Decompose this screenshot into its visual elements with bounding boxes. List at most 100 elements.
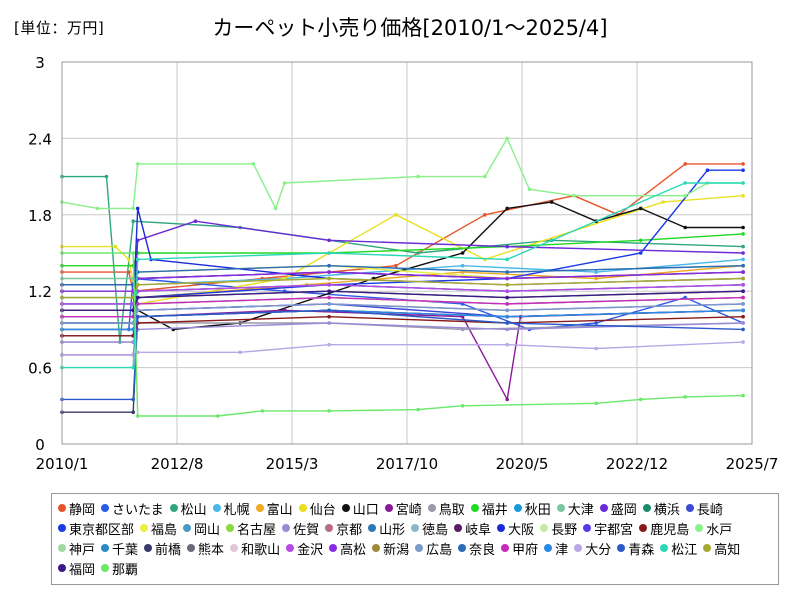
legend-marker (101, 504, 110, 512)
data-point (741, 251, 745, 255)
data-point (741, 321, 745, 325)
series-高知 (60, 276, 745, 300)
legend-item: 徳島 (411, 518, 448, 538)
data-point (460, 251, 465, 255)
legend-label: 奈良 (469, 542, 496, 558)
data-point (127, 257, 131, 262)
legend-marker (540, 524, 549, 532)
legend-label: 盛岡 (610, 502, 637, 518)
legend-marker (341, 504, 350, 512)
data-point (104, 174, 109, 179)
data-point (251, 162, 256, 166)
legend-item: 津 (544, 538, 568, 558)
data-point (505, 244, 510, 249)
data-point (505, 283, 510, 287)
legend-item: 秋田 (513, 498, 551, 518)
legend-marker (583, 524, 592, 532)
legend-marker (144, 544, 153, 552)
data-point (282, 181, 287, 185)
legend-marker (470, 504, 479, 512)
x-tick-label: 2010/1 (36, 455, 89, 473)
legend-marker (58, 524, 66, 532)
legend-label: 佐賀 (293, 522, 320, 538)
data-point (135, 162, 140, 166)
legend-marker (556, 504, 565, 512)
data-point (273, 206, 278, 211)
series-松山 (60, 174, 745, 344)
series-甲府 (60, 295, 745, 319)
legend-item: 山形 (368, 518, 405, 538)
series-layer (60, 136, 745, 418)
data-point (594, 346, 598, 351)
legend-marker (212, 504, 221, 512)
data-point (683, 162, 687, 166)
legend-label: 金沢 (297, 542, 324, 558)
series-広島 (60, 302, 745, 325)
series-奈良 (60, 263, 745, 287)
data-point (131, 397, 135, 402)
data-point (549, 200, 554, 204)
legend-item: 甲府 (501, 538, 538, 558)
legend-item: 宇都宮 (583, 518, 633, 538)
legend-marker (140, 524, 149, 532)
data-point (327, 289, 331, 294)
y-tick-label: 3 (35, 54, 45, 72)
y-tick-label: 2.4 (28, 130, 52, 148)
data-point (527, 187, 532, 192)
legend-label: 高知 (714, 542, 741, 558)
legend-label: 岡山 (194, 522, 221, 538)
legend-marker (298, 504, 307, 512)
legend-marker (101, 544, 110, 552)
legend-item: 金沢 (286, 538, 323, 558)
series-山口 (60, 200, 745, 332)
legend-marker (454, 524, 463, 532)
data-point (741, 295, 745, 300)
y-tick-label: 1.2 (28, 283, 52, 301)
legend-marker (169, 504, 178, 512)
series-line (62, 341, 744, 356)
data-point (327, 251, 331, 255)
data-point (135, 295, 140, 300)
data-point (327, 238, 331, 243)
unit-label: [単位：万円] (14, 19, 105, 37)
data-point (683, 181, 687, 185)
legend-item: さいたま (101, 498, 164, 518)
data-point (505, 314, 510, 319)
data-point (327, 409, 331, 413)
data-point (638, 206, 643, 211)
legend-item: 東京都区部 (58, 518, 134, 538)
legend-label: 京都 (336, 522, 363, 538)
legend-marker (325, 524, 334, 532)
legend-marker (458, 544, 467, 552)
legend-item: 大津 (556, 498, 594, 518)
legend-item: 新潟 (372, 538, 409, 558)
data-point (661, 200, 665, 204)
legend-item: 山口 (341, 498, 379, 518)
legend-marker (226, 524, 235, 532)
legend-label: 宇都宮 (594, 522, 634, 538)
legend-marker (368, 524, 377, 532)
legend-item: 長野 (540, 518, 577, 538)
legend-marker (282, 524, 291, 532)
series-line (62, 271, 744, 292)
legend-item: 富山 (255, 498, 293, 518)
legend-item: 札幌 (212, 498, 250, 518)
legend-item: 奈良 (458, 538, 495, 558)
legend-marker (642, 504, 651, 512)
series-line (62, 309, 744, 401)
series-水戸 (60, 136, 745, 211)
data-point (135, 283, 140, 287)
legend-marker (513, 504, 522, 512)
data-point (741, 308, 745, 313)
data-point (505, 270, 510, 274)
legend-marker (617, 544, 626, 552)
data-point (505, 302, 510, 306)
legend-item: 名古屋 (226, 518, 276, 538)
x-tick-label: 2022/12 (606, 455, 668, 473)
data-point (505, 342, 510, 347)
legend-marker (329, 544, 338, 552)
series-line (62, 277, 744, 299)
data-point (741, 276, 745, 281)
legend-item: 仙台 (298, 498, 336, 518)
legend-label: 水戸 (706, 522, 733, 538)
